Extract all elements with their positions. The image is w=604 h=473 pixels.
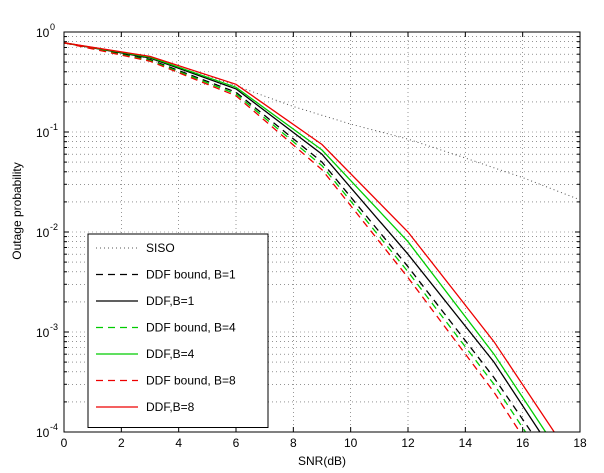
y-tick-label: 10 — [36, 26, 50, 40]
y-tick-exponent: -3 — [50, 322, 58, 332]
legend-label: DDF bound, B=1 — [146, 268, 236, 282]
x-tick-label: 16 — [516, 436, 530, 450]
legend-label: DDF bound, B=8 — [146, 374, 236, 388]
y-tick-label: 10 — [36, 426, 50, 440]
series-line-0 — [64, 42, 580, 201]
plot-series — [64, 42, 580, 432]
series-line-2 — [64, 42, 541, 432]
legend-label: DDF,B=1 — [146, 294, 195, 308]
legend-label: DDF,B=4 — [146, 347, 195, 361]
y-tick-exponent: -1 — [50, 122, 58, 132]
y-tick-exponent: -4 — [50, 422, 58, 432]
x-tick-label: 12 — [401, 436, 415, 450]
y-axis-label: Outage probability — [10, 162, 24, 259]
legend-label: SISO — [146, 241, 175, 255]
y-tick-exponent: 0 — [50, 22, 55, 32]
series-line-6 — [64, 42, 555, 432]
legend-label: DDF bound, B=4 — [146, 321, 236, 335]
y-tick-exponent: -2 — [50, 222, 58, 232]
series-line-4 — [64, 42, 547, 432]
legend: SISO DDF bound, B=1 DDF,B=1 DDF bound, B=4 D… — [87, 233, 269, 428]
y-tick-label: 10 — [36, 126, 50, 140]
series-line-3 — [64, 42, 527, 432]
x-tick-label: 8 — [290, 436, 297, 450]
y-tick-label: 10 — [36, 226, 50, 240]
x-tick-label: 14 — [459, 436, 473, 450]
series-line-5 — [64, 42, 521, 432]
x-tick-label: 2 — [118, 436, 125, 450]
x-tick-label: 18 — [573, 436, 587, 450]
x-axis-label: SNR(dB) — [298, 454, 346, 468]
x-tick-label: 4 — [175, 436, 182, 450]
legend-label: DDF,B=8 — [146, 400, 195, 414]
series-line-1 — [64, 42, 532, 432]
y-tick-label: 10 — [36, 326, 50, 340]
x-tick-label: 0 — [61, 436, 68, 450]
x-tick-label: 6 — [233, 436, 240, 450]
x-tick-label: 10 — [344, 436, 358, 450]
legend-box — [87, 233, 269, 428]
